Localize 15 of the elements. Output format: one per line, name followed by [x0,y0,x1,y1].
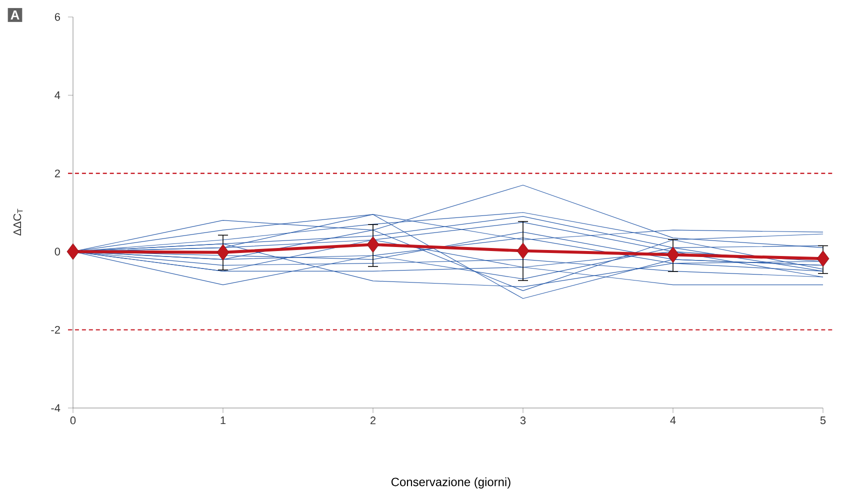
y-axis-title: ΔΔC$_{T}$ [13,208,23,236]
x-tick-label: 5 [820,416,826,424]
text: A [10,10,20,20]
y-tick-label: 0 [54,248,60,256]
x-tick-label: 2 [370,416,376,424]
y-tick-label: 4 [54,91,60,99]
y-tick-label: 6 [54,13,60,21]
x-tick-label: 3 [520,416,526,424]
x-tick-label: 4 [670,416,676,424]
x-tick-label: 1 [220,416,226,424]
y-tick-label: 2 [54,170,60,178]
y-tick-label: -2 [51,326,60,334]
x-tick-label: 0 [70,416,76,424]
y-tick-label: -4 [51,404,60,412]
x-axis-title: Conservazione (giorni) [391,477,510,489]
